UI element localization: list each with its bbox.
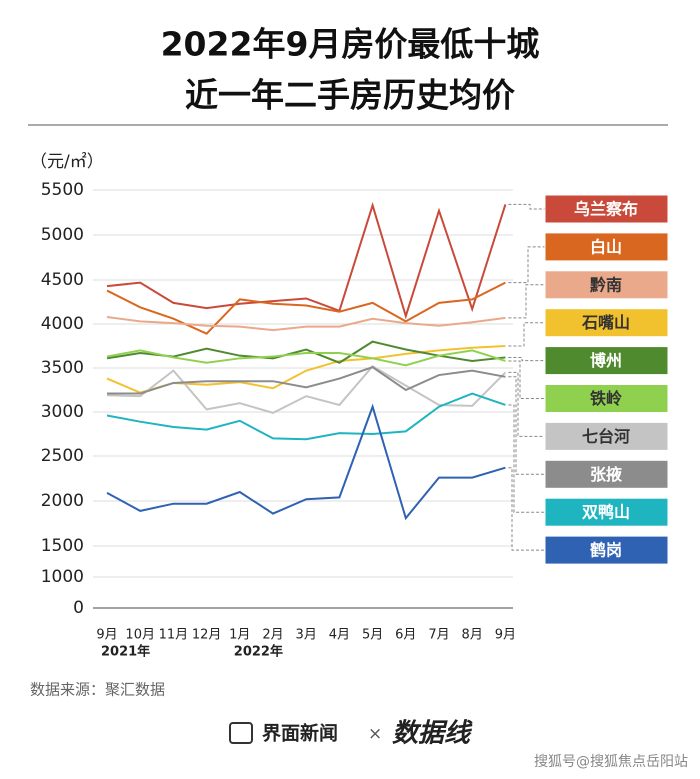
series-line bbox=[106, 281, 506, 335]
legend-swatch bbox=[544, 535, 669, 565]
leader-line bbox=[508, 322, 545, 347]
legend-label: 铁岭 bbox=[590, 389, 622, 408]
partner-logo: 数据线 bbox=[392, 719, 473, 749]
legend-swatch bbox=[544, 497, 669, 527]
x-tick-label: 5月 bbox=[362, 628, 383, 643]
y-tick-label: 4500 bbox=[41, 270, 84, 290]
series-line bbox=[106, 403, 506, 521]
series-line bbox=[106, 201, 507, 320]
leader-line bbox=[508, 203, 545, 210]
year-label: 2022年 bbox=[234, 644, 283, 660]
y-tick-label: 4000 bbox=[41, 314, 84, 334]
legend-swatch bbox=[544, 459, 669, 489]
y-tick-label: 2000 bbox=[41, 491, 84, 511]
y-tick-label: 3500 bbox=[41, 358, 84, 378]
y-unit: （元/㎡） bbox=[30, 152, 104, 172]
leader-line bbox=[508, 371, 545, 437]
x-tick-label: 9月 bbox=[96, 628, 117, 643]
chart-title: 2022年9月房价最低十城 bbox=[161, 25, 540, 64]
series-line bbox=[106, 364, 507, 414]
series-line bbox=[107, 366, 506, 395]
legend-swatch bbox=[544, 194, 669, 224]
year-label: 2021年 bbox=[101, 644, 150, 660]
y-tick-label: 5000 bbox=[41, 225, 84, 245]
legend-label: 双鸭山 bbox=[582, 503, 630, 522]
x-tick-label: 6月 bbox=[395, 628, 416, 643]
legend-swatch bbox=[544, 232, 669, 262]
legend-label: 鹤岗 bbox=[590, 541, 622, 560]
legend-label: 黔南 bbox=[590, 275, 622, 294]
x-tick-label: 11月 bbox=[159, 628, 189, 643]
leader-line bbox=[508, 467, 545, 551]
leader-line bbox=[508, 376, 545, 475]
leader-line bbox=[508, 284, 545, 319]
y-tick-label: 1000 bbox=[41, 567, 84, 587]
x-tick-label: 10月 bbox=[125, 628, 155, 643]
x-tick-label: 1月 bbox=[229, 628, 250, 643]
x-tick-label: 2月 bbox=[262, 628, 283, 643]
legend-label: 石嘴山 bbox=[581, 313, 630, 332]
legend-label: 白山 bbox=[590, 237, 622, 256]
x-tick-label: 12月 bbox=[192, 628, 222, 643]
source: 数据来源：聚汇数据 bbox=[30, 681, 165, 699]
leader-line bbox=[508, 360, 545, 399]
y-tick-label: 1500 bbox=[41, 536, 84, 556]
watermark: 搜狐号@搜狐焦点岳阳站 bbox=[534, 754, 688, 770]
cross: × bbox=[368, 724, 382, 744]
x-tick-label: 8月 bbox=[462, 628, 483, 643]
leader-line bbox=[508, 246, 545, 284]
legend-label: 七台河 bbox=[582, 427, 630, 446]
y-tick-label: 2500 bbox=[41, 446, 84, 466]
legend-swatch bbox=[544, 308, 669, 338]
series-line bbox=[106, 392, 506, 441]
legend-label: 乌兰察布 bbox=[574, 200, 638, 219]
y-tick-label: 5500 bbox=[41, 180, 84, 200]
chart-title: 近一年二手房历史均价 bbox=[185, 76, 515, 115]
legend-swatch bbox=[544, 346, 669, 376]
y-tick-label: 3000 bbox=[41, 402, 84, 422]
brand-icon bbox=[229, 722, 253, 744]
series-line bbox=[106, 315, 506, 332]
y-tick-label: 0 bbox=[73, 598, 84, 618]
legend-swatch bbox=[544, 421, 669, 451]
legend-label: 张掖 bbox=[590, 465, 622, 484]
series-line bbox=[106, 349, 506, 367]
legend-swatch bbox=[544, 270, 669, 300]
x-tick-label: 3月 bbox=[296, 628, 317, 643]
leader-line bbox=[508, 356, 545, 362]
x-tick-label: 4月 bbox=[329, 628, 350, 643]
brand: 界面新闻 bbox=[262, 722, 338, 745]
legend-label: 博州 bbox=[590, 351, 622, 370]
leader-line bbox=[508, 404, 545, 513]
x-tick-label: 7月 bbox=[428, 628, 449, 643]
x-tick-label: 9月 bbox=[495, 628, 516, 643]
legend-swatch bbox=[544, 384, 669, 413]
